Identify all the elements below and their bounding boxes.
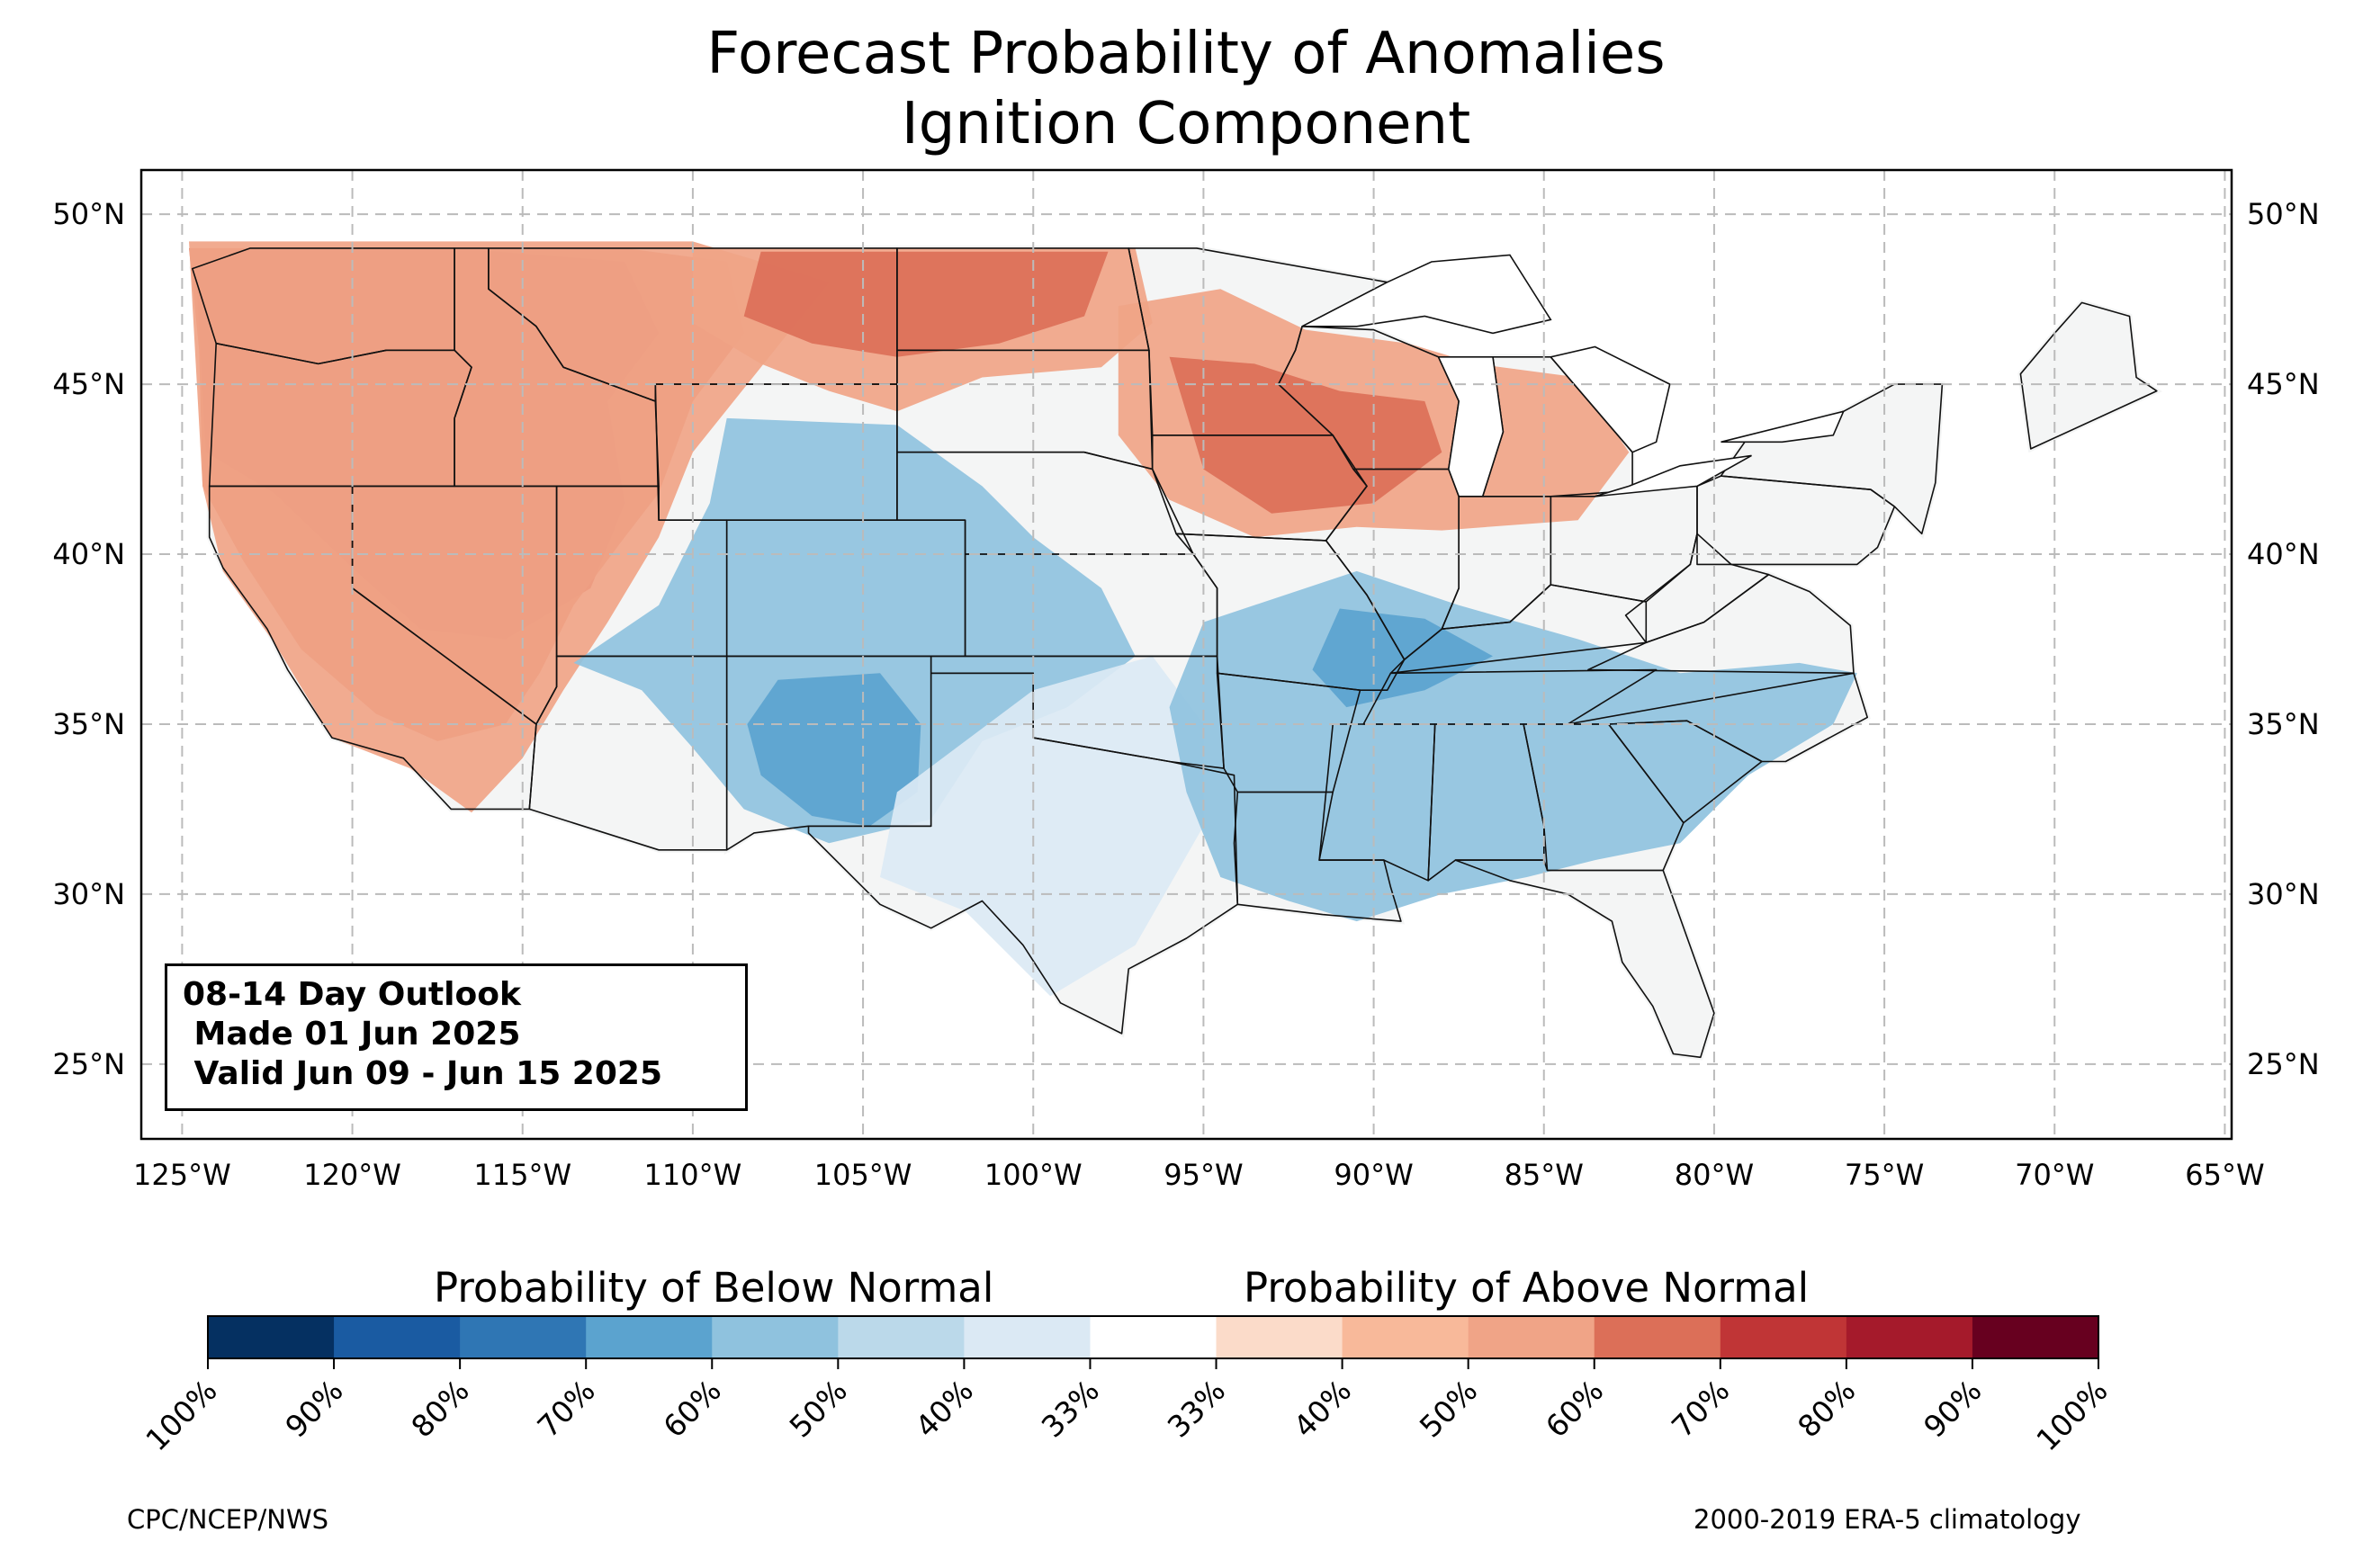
lat-tick-label-left: 35°N xyxy=(52,707,125,741)
colorbar-tick-label: 80% xyxy=(404,1373,475,1444)
lake-3 xyxy=(1595,454,1752,497)
lat-tick-label-left: 45°N xyxy=(52,367,125,401)
lat-tick-label-right: 25°N xyxy=(2247,1047,2320,1081)
state-border-tx xyxy=(807,672,1239,1035)
colorbar-bin xyxy=(1720,1316,1847,1358)
lon-tick-label: 85°W xyxy=(1505,1158,1584,1192)
colorbar-bin xyxy=(208,1316,335,1358)
credit-climatology: 2000-2019 ERA-5 climatology xyxy=(1694,1504,2081,1535)
state-border-ky xyxy=(1389,584,1648,675)
map-title-line1: Forecast Probability of Anomalies xyxy=(706,21,1666,87)
colorbar-below-label: Probability of Below Normal xyxy=(434,1264,994,1312)
lon-tick-label: 75°W xyxy=(1845,1158,1924,1192)
colorbar-frame xyxy=(207,1315,2099,1359)
colorbar-bin xyxy=(1594,1316,1721,1358)
lake-0 xyxy=(1301,254,1552,335)
colorbar-tick-label: 100% xyxy=(139,1373,223,1457)
colorbar-tick-label: 50% xyxy=(1413,1373,1484,1444)
lat-tick-label-right: 45°N xyxy=(2247,367,2320,401)
anomaly-below-8 xyxy=(747,673,921,827)
colorbar-bin xyxy=(1090,1316,1217,1358)
lon-tick-label: 110°W xyxy=(644,1158,742,1192)
colorbar-bin xyxy=(838,1316,965,1358)
lat-tick-label-right: 50°N xyxy=(2247,197,2320,231)
state-border-me xyxy=(2019,301,2158,450)
colorbar-above-label: Probability of Above Normal xyxy=(1244,1264,1810,1312)
lake-1 xyxy=(1437,355,1505,497)
lat-tick-label-left: 50°N xyxy=(52,197,125,231)
colorbar-bin xyxy=(460,1316,587,1358)
colorbar-tick-label: 40% xyxy=(1287,1373,1358,1444)
colorbar-tick-label: 70% xyxy=(530,1373,601,1444)
lat-tick-label-left: 40°N xyxy=(52,537,125,571)
colorbar-bin xyxy=(1468,1316,1595,1358)
lon-tick-label: 125°W xyxy=(133,1158,231,1192)
map-frame xyxy=(139,168,2233,1141)
lat-tick-label-right: 40°N xyxy=(2247,537,2320,571)
credit-source: CPC/NCEP/NWS xyxy=(127,1504,329,1535)
colorbar-bin xyxy=(1216,1316,1343,1358)
colorbar: 100% 90% 80% 70% 60% 50% 40% 33% 33% 40% 50% 60% 70%… xyxy=(139,1315,2115,1457)
colorbar-tick-label: 40% xyxy=(909,1373,980,1444)
colorbar-tick-label: 33% xyxy=(1161,1373,1232,1444)
colorbar-tick-label: 70% xyxy=(1665,1373,1736,1444)
axis-ticks: 50°N 50°N 45°N 45°N 40°N 40°N 35°N 35°N 30°N 30°N… xyxy=(52,197,2319,1192)
outlook-period: 08-14 Day Outlook xyxy=(183,976,521,1013)
lat-tick-label-right: 35°N xyxy=(2247,707,2320,741)
outlook-info-box: 08-14 Day Outlook Made 01 Jun 2025 Valid… xyxy=(165,963,748,1111)
state-border-wv xyxy=(1624,533,1770,644)
anomaly-above-4 xyxy=(743,251,1109,357)
colorbar-bin xyxy=(1972,1316,2099,1358)
colorbar-tick-label: 90% xyxy=(278,1373,349,1444)
lon-tick-label: 120°W xyxy=(303,1158,401,1192)
colorbar-bin xyxy=(1342,1316,1469,1358)
colorbar-bin xyxy=(712,1316,839,1358)
colorbar-tick-label: 60% xyxy=(656,1373,727,1444)
colorbar-tick-label: 33% xyxy=(1035,1373,1106,1444)
lon-tick-label: 105°W xyxy=(814,1158,912,1192)
lon-tick-label: 80°W xyxy=(1675,1158,1754,1192)
colorbar-tick-label: 100% xyxy=(2029,1373,2114,1457)
lat-tick-label-left: 25°N xyxy=(52,1047,125,1081)
colorbar-bin xyxy=(1846,1316,1973,1358)
lake-4 xyxy=(1721,410,1846,444)
state-border-ms xyxy=(1318,723,1436,882)
lake-2 xyxy=(1549,345,1671,453)
lon-tick-label: 70°W xyxy=(2015,1158,2094,1192)
colorbar-bin xyxy=(964,1316,1091,1358)
colorbar-tick-label: 90% xyxy=(1917,1373,1988,1444)
map-title-line2: Ignition Component xyxy=(901,91,1471,157)
colorbar-tick-label: 50% xyxy=(783,1373,854,1444)
anomaly-below-7 xyxy=(573,417,1136,844)
lon-tick-label: 115°W xyxy=(473,1158,571,1192)
outlook-valid-range: Valid Jun 09 - Jun 15 2025 xyxy=(183,1055,663,1092)
colorbar-tick-label: 60% xyxy=(1539,1373,1610,1444)
lon-tick-label: 100°W xyxy=(984,1158,1083,1192)
lon-tick-label: 65°W xyxy=(2185,1158,2264,1192)
colorbar-bin xyxy=(334,1316,461,1358)
colorbar-bin xyxy=(586,1316,713,1358)
colorbar-tick-label: 80% xyxy=(1791,1373,1862,1444)
outlook-made-date: Made 01 Jun 2025 xyxy=(183,1016,521,1053)
state-border-la xyxy=(1233,791,1402,922)
lon-tick-label: 95°W xyxy=(1164,1158,1243,1192)
lon-tick-label: 90°W xyxy=(1334,1158,1413,1192)
lat-tick-label-right: 30°N xyxy=(2247,877,2320,911)
anomaly-below-9 xyxy=(880,656,1204,997)
lat-tick-label-left: 30°N xyxy=(52,877,125,911)
